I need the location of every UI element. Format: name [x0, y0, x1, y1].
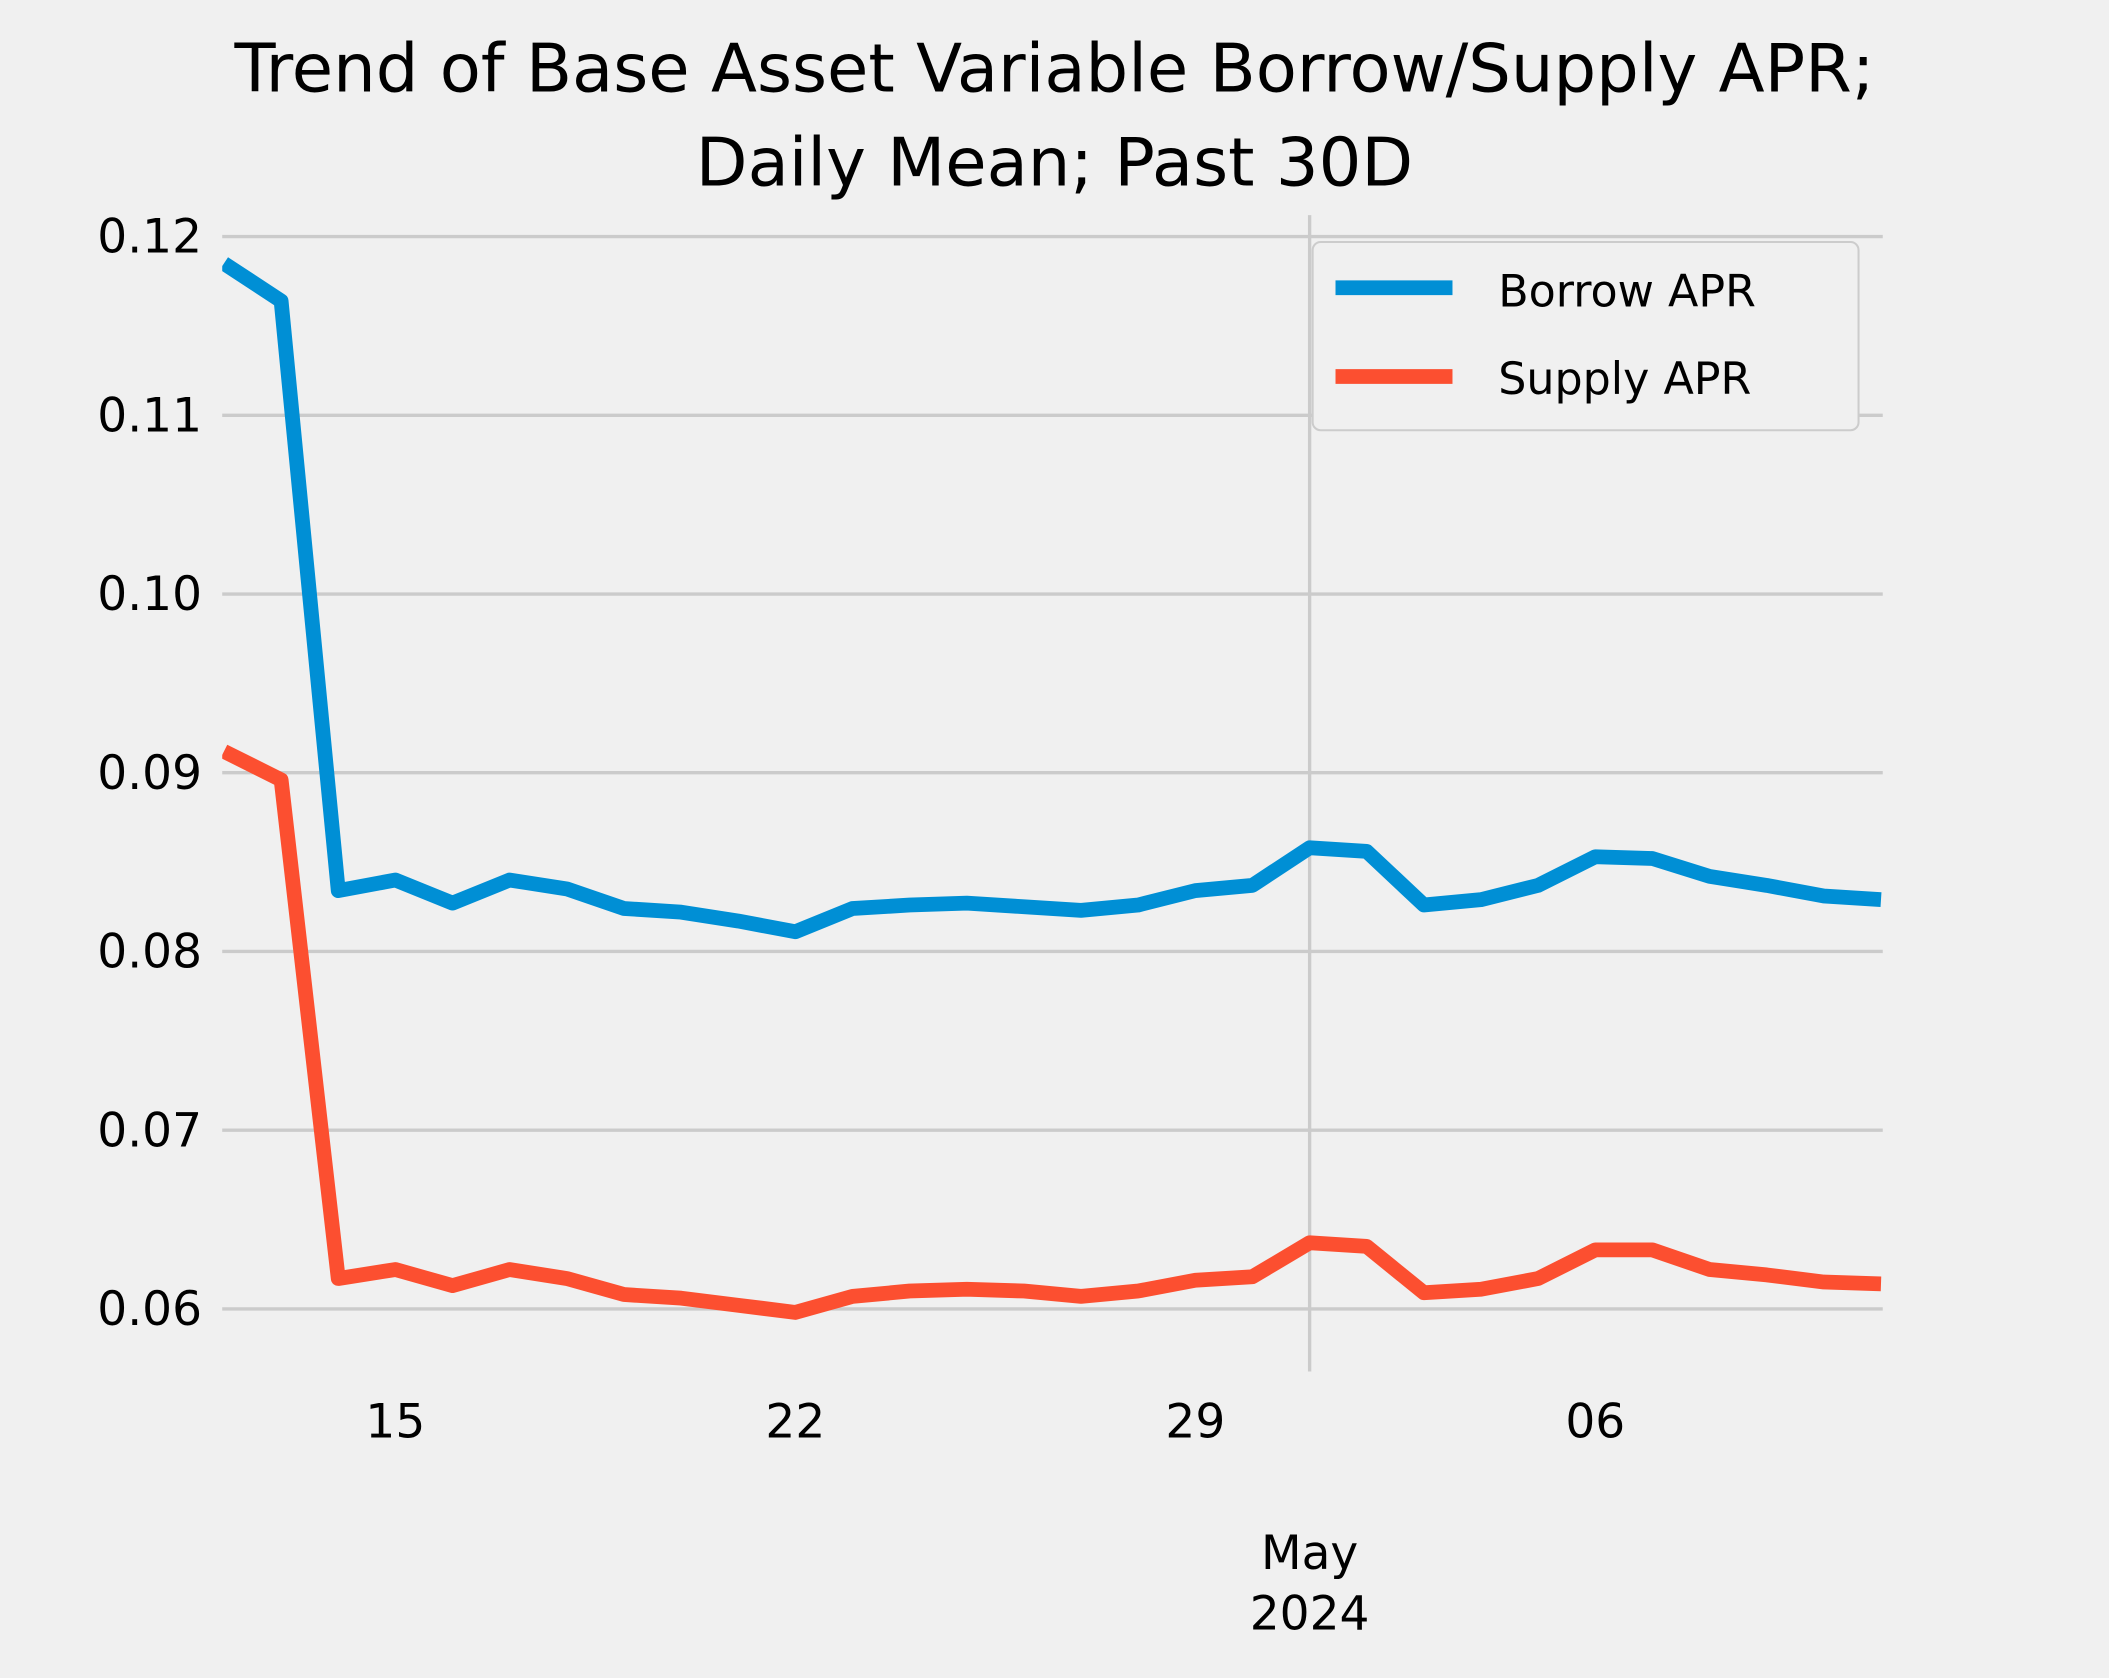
borrow-apr-line [222, 257, 1882, 940]
x-tick-label: 29 [1165, 1394, 1225, 1449]
legend-label-borrow: Borrow APR [1498, 267, 1756, 318]
chart-title-line-1: Trend of Base Asset Variable Borrow/Supp… [233, 29, 1874, 107]
y-tick-label: 0.07 [97, 1103, 202, 1158]
y-tick-label: 0.08 [97, 925, 202, 980]
y-tick-label: 0.10 [97, 567, 202, 622]
y-tick-label: 0.06 [97, 1282, 202, 1337]
x-tick-label: 15 [365, 1394, 425, 1449]
y-tick-label: 0.11 [97, 388, 202, 443]
y-tick-label: 0.12 [97, 210, 202, 265]
x-major-tick-label: 2024 [1250, 1587, 1370, 1642]
x-major-tick-label: May [1261, 1526, 1358, 1581]
x-tick-label: 22 [765, 1394, 825, 1449]
supply-apr-line [222, 744, 1882, 1320]
legend-label-supply: Supply APR [1498, 354, 1751, 405]
x-tick-label: 06 [1565, 1394, 1625, 1449]
chart-title-line-2: Daily Mean; Past 30D [696, 124, 1413, 202]
y-tick-label: 0.09 [97, 746, 202, 801]
legend: Borrow APR Supply APR [1311, 241, 1860, 432]
